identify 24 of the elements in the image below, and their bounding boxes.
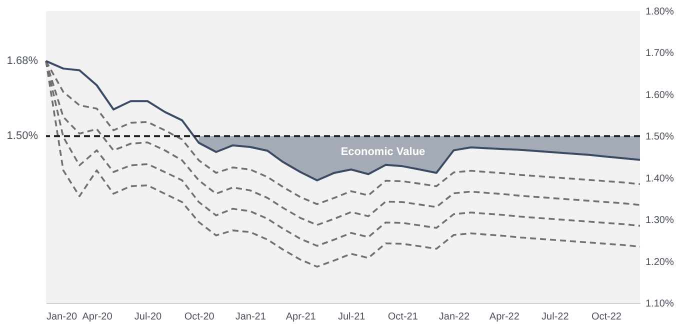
x-tick-label: Oct-21: [388, 312, 418, 322]
x-tick-label: Apr-22: [489, 312, 520, 322]
y-tick-label: 1.40%: [646, 173, 674, 184]
x-tick-label: Apr-21: [286, 312, 316, 322]
y-tick-label: 1.60%: [646, 90, 674, 101]
x-tick-label: Apr-20: [82, 312, 113, 322]
annotation: Economic Value: [340, 146, 426, 158]
x-tick-label: Jan-22: [438, 312, 470, 322]
x-tick-label: Jan-21: [235, 312, 266, 322]
y-tick-label: 1.10%: [646, 298, 674, 310]
x-tick-label: Jul-22: [542, 312, 570, 322]
x-tick-label: Oct-22: [591, 312, 622, 322]
y-tick-label: 1.70%: [646, 48, 674, 60]
x-tick-label: Jul-20: [134, 312, 162, 322]
line-series: [45, 60, 641, 182]
ref-line-label: 1.50%: [6, 130, 38, 142]
x-tick-label: Oct-20: [184, 312, 215, 322]
annotation: 1.68%: [6, 55, 38, 68]
x-tick-label: Jan-20: [46, 312, 78, 322]
y-tick-label: 1.20%: [646, 256, 674, 268]
y-tick-label: 1.30%: [646, 215, 674, 226]
y-tick-label: 1.80%: [646, 6, 674, 18]
x-tick-label: Jul-21: [338, 312, 366, 322]
y-tick-label: 1.50%: [646, 132, 674, 143]
